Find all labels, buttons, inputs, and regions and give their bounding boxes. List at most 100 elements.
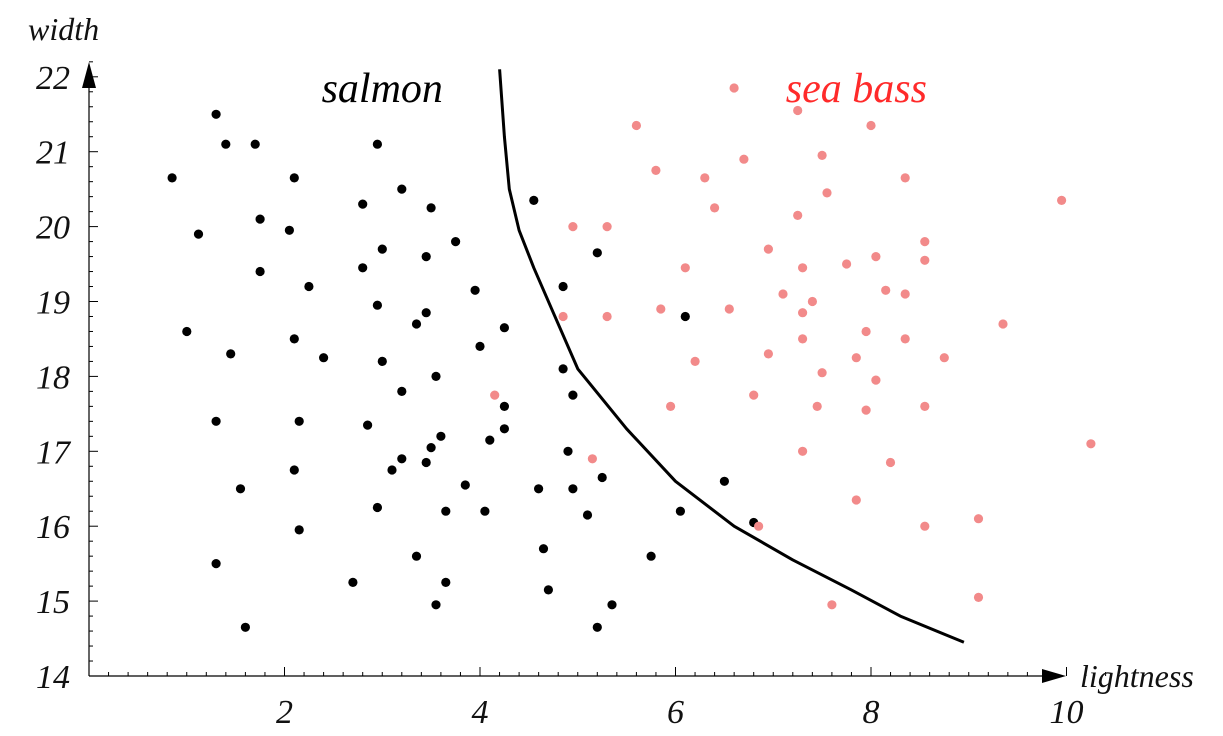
salmon-point [284,225,294,235]
sea-bass-point [842,259,852,269]
sea-bass-point [631,120,642,131]
sea-bass-point [973,592,984,603]
salmon-point [411,551,422,561]
salmon-point [436,431,446,441]
sea-bass-point [763,244,774,254]
x-tick-label: 4 [472,694,489,731]
salmon-point [421,308,431,318]
data-points-group [167,83,1096,632]
sea-bass-point [861,405,871,415]
salmon-point [431,371,441,381]
sea-bass-point [861,326,871,337]
salmon-point [426,443,436,453]
sea-bass-point [558,311,568,322]
sea-bass-point [602,222,612,232]
sea-bass-point [885,457,896,468]
salmon-point [607,600,617,610]
salmon-point [319,353,329,363]
salmon-point [563,446,573,456]
salmon-point [372,139,382,149]
sea-bass-point [973,514,984,524]
sea-bass-point [1086,439,1096,449]
salmon-point [289,334,299,344]
salmon-point [568,390,578,400]
sea-bass-point [920,237,930,247]
sea-bass-point [739,154,749,164]
x-tick-label: 10 [1050,694,1084,731]
class-labels-group: salmon sea bass [322,66,927,112]
salmon-point [387,465,397,475]
x-tick-label: 6 [667,694,684,731]
sea-bass-point [690,356,700,366]
y-axis-arrow-icon [82,62,96,88]
salmon-point [226,349,236,359]
salmon-point [568,484,578,494]
salmon-point [255,266,265,277]
salmon-point [250,139,260,149]
salmon-point [592,248,602,258]
salmon-point [193,229,204,239]
salmon-point [240,622,250,632]
sea-bass-point [602,311,612,322]
sea-bass-point [851,495,861,505]
y-tick-label: 22 [36,60,70,97]
sea-bass-point [939,353,949,363]
y-tick-label: 14 [36,659,70,696]
salmon-point [397,454,407,464]
sea-bass-point [587,454,598,464]
sea-bass-point [827,600,837,610]
decision-boundary-curve [498,69,965,644]
salmon-point [431,600,441,610]
sea-bass-point [871,375,881,385]
salmon-point [558,364,568,374]
salmon-point [499,323,509,333]
y-tick-label: 21 [36,135,70,172]
salmon-point [397,386,407,396]
salmon-point [289,465,299,475]
sea-bass-point [793,210,803,220]
salmon-point [675,506,686,516]
sea-bass-point [651,165,661,175]
sea-bass-point [871,252,881,262]
salmon-point [582,510,593,520]
salmon-point [529,195,539,205]
salmon-point [538,544,549,554]
salmon-point [211,559,221,569]
x-tick-label: 8 [863,694,880,731]
x-axis-label: lightness [1080,658,1194,694]
salmon-class-label: salmon [322,66,443,112]
sea-bass-point [763,349,774,359]
sea-bass-point [1057,195,1067,205]
salmon-point [372,502,382,513]
y-tick-label: 16 [36,509,70,546]
axes-group [82,62,1066,683]
y-tick-label: 20 [36,210,70,247]
salmon-point [441,577,451,588]
salmon-point [597,472,607,483]
sea-bass-point [778,289,788,299]
y-tick-label: 19 [36,285,70,322]
sea-bass-point [749,390,759,400]
salmon-point [377,244,387,254]
sea-bass-point [793,105,803,116]
salmon-point [211,416,221,426]
sea-bass-point [998,319,1008,329]
salmon-point [211,109,221,119]
sea-bass-point [807,296,818,307]
salmon-point [480,506,490,516]
sea-bass-point [900,334,910,344]
sea-bass-point [851,353,861,363]
salmon-point [460,480,470,490]
salmon-point [358,199,368,209]
salmon-point [235,484,246,494]
salmon-point [377,356,387,366]
sea-bass-point [798,446,808,456]
sea-bass-point [710,203,720,213]
sea-bass-point [920,401,930,411]
sea-bass-point [900,173,910,183]
sea-bass-point [798,308,808,318]
y-tick-label: 18 [36,359,70,396]
salmon-point [421,252,431,262]
salmon-point [372,300,382,310]
